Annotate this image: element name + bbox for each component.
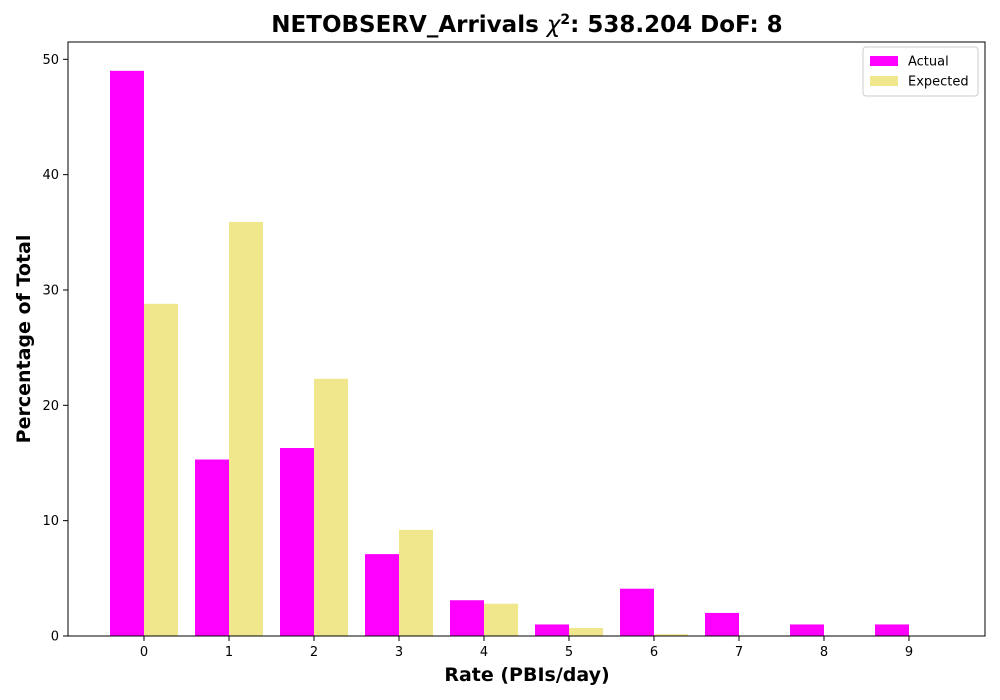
- bar-expected-4: [484, 603, 518, 636]
- bar-expected-5: [569, 627, 603, 636]
- x-tick-label: 3: [395, 645, 403, 660]
- legend-label-actual: Actual: [908, 55, 949, 70]
- legend-label-expected: Expected: [908, 75, 969, 90]
- x-tick-label: 9: [905, 645, 913, 660]
- y-tick-label: 10: [42, 514, 59, 529]
- x-tick-label: 2: [310, 645, 318, 660]
- bar-actual-8: [790, 624, 824, 636]
- x-tick-label: 8: [820, 645, 828, 660]
- bar-expected-2: [314, 378, 348, 636]
- x-tick-label: 0: [140, 645, 148, 660]
- bar-actual-7: [705, 612, 739, 636]
- bar-expected-0: [144, 303, 178, 636]
- legend-swatch-expected: [870, 76, 898, 86]
- bar-actual-3: [365, 554, 399, 636]
- y-tick-label: 20: [42, 399, 59, 414]
- bar-actual-5: [535, 624, 569, 636]
- y-tick-label: 40: [42, 168, 59, 183]
- bars-group: [110, 70, 909, 636]
- x-tick-label: 6: [650, 645, 658, 660]
- bar-actual-6: [620, 588, 654, 636]
- bar-expected-3: [399, 529, 433, 636]
- x-axis-label: Rate (PBIs/day): [444, 664, 609, 686]
- y-tick-label: 50: [42, 53, 59, 68]
- bar-actual-9: [875, 624, 909, 636]
- x-tick-label: 1: [225, 645, 233, 660]
- bar-expected-6: [654, 634, 688, 636]
- bar-actual-4: [450, 600, 484, 636]
- x-axis-ticks: 0 1 2 3 4 5 6 7 8 9: [140, 636, 913, 660]
- bar-actual-1: [195, 459, 229, 636]
- bar-expected-1: [229, 221, 263, 636]
- y-axis-ticks: 0 10 20 30 40 50: [42, 53, 68, 645]
- chart-title: NETOBSERV_Arrivals χ2: 538.204 DoF: 8: [271, 12, 782, 38]
- y-axis-label: Percentage of Total: [13, 235, 35, 444]
- y-tick-label: 30: [42, 283, 59, 298]
- legend: Actual Expected: [862, 46, 979, 97]
- bar-actual-0: [110, 70, 144, 636]
- x-tick-label: 4: [480, 645, 488, 660]
- legend-swatch-actual: [870, 56, 898, 66]
- x-tick-label: 5: [565, 645, 573, 660]
- bar-actual-2: [280, 447, 314, 636]
- y-tick-label: 0: [51, 630, 59, 645]
- plot-frame: [67, 41, 986, 637]
- x-tick-label: 7: [735, 645, 743, 660]
